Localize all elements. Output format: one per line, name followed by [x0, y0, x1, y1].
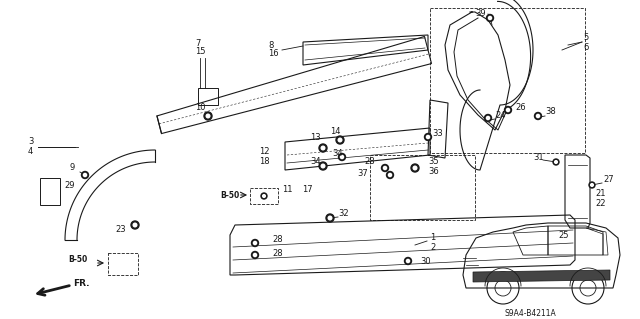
Circle shape: [262, 195, 266, 197]
Circle shape: [536, 115, 540, 118]
Circle shape: [555, 161, 557, 163]
Circle shape: [83, 174, 86, 177]
Bar: [370, 155, 475, 220]
Text: 4: 4: [28, 147, 33, 157]
Text: 23: 23: [115, 226, 125, 234]
Circle shape: [328, 216, 332, 220]
Text: 32: 32: [338, 209, 349, 218]
Text: 34: 34: [332, 149, 342, 158]
Bar: [250, 188, 278, 204]
Circle shape: [486, 14, 493, 21]
Text: 33: 33: [432, 129, 443, 137]
Text: 1: 1: [430, 233, 435, 241]
Circle shape: [81, 172, 88, 179]
Text: 5: 5: [583, 33, 588, 42]
Text: 22: 22: [595, 198, 605, 207]
Text: B-50: B-50: [68, 255, 87, 263]
Circle shape: [486, 116, 490, 120]
Circle shape: [321, 146, 325, 150]
Text: 30: 30: [420, 257, 431, 266]
Circle shape: [426, 136, 429, 138]
Circle shape: [488, 16, 492, 19]
Text: 11: 11: [282, 186, 292, 195]
Circle shape: [252, 240, 259, 247]
Text: 3: 3: [28, 137, 33, 146]
Circle shape: [206, 114, 210, 118]
Circle shape: [383, 167, 387, 170]
Circle shape: [253, 253, 257, 256]
Text: 14: 14: [330, 128, 340, 137]
Text: 17: 17: [302, 186, 312, 195]
Text: 10: 10: [195, 102, 205, 112]
Circle shape: [204, 112, 212, 120]
Circle shape: [404, 257, 412, 264]
Text: 35: 35: [428, 158, 438, 167]
Text: FR.: FR.: [73, 279, 90, 288]
Text: 29: 29: [65, 181, 75, 189]
Text: 2: 2: [430, 243, 435, 253]
Circle shape: [261, 193, 267, 199]
Circle shape: [253, 241, 257, 245]
Text: 31: 31: [533, 153, 544, 162]
Circle shape: [388, 174, 392, 177]
Circle shape: [326, 214, 334, 222]
Text: 7: 7: [195, 39, 200, 48]
Text: 12: 12: [259, 147, 270, 157]
Text: 26: 26: [515, 102, 525, 112]
Circle shape: [411, 164, 419, 172]
Text: 21: 21: [595, 189, 605, 197]
Polygon shape: [473, 270, 610, 282]
Circle shape: [387, 172, 394, 179]
Text: 39: 39: [475, 9, 486, 18]
Circle shape: [339, 153, 346, 160]
Text: S9A4-B4211A: S9A4-B4211A: [504, 308, 556, 317]
Circle shape: [504, 107, 511, 114]
Circle shape: [589, 182, 595, 188]
Circle shape: [336, 136, 344, 144]
Text: 34: 34: [310, 158, 321, 167]
Text: 9: 9: [70, 164, 75, 173]
Text: 28: 28: [364, 158, 375, 167]
Text: 16: 16: [268, 49, 278, 58]
Circle shape: [338, 138, 342, 142]
Text: B-50: B-50: [220, 190, 239, 199]
Text: 28: 28: [272, 249, 283, 258]
Circle shape: [424, 133, 431, 140]
Bar: [430, 8, 585, 153]
Circle shape: [484, 115, 492, 122]
Circle shape: [319, 144, 327, 152]
Text: 37: 37: [357, 169, 368, 179]
Bar: [108, 253, 138, 275]
Circle shape: [252, 251, 259, 258]
Text: 28: 28: [272, 235, 283, 244]
Text: 27: 27: [603, 175, 614, 184]
Text: 13: 13: [310, 133, 321, 143]
Circle shape: [506, 108, 509, 112]
Circle shape: [413, 166, 417, 170]
Circle shape: [406, 259, 410, 263]
Text: 15: 15: [195, 48, 205, 56]
Circle shape: [591, 184, 593, 186]
Text: 38: 38: [545, 108, 556, 116]
Circle shape: [381, 165, 388, 172]
Text: 36: 36: [428, 167, 439, 176]
Circle shape: [319, 162, 327, 170]
Text: 6: 6: [583, 43, 588, 53]
Circle shape: [534, 113, 541, 120]
Circle shape: [340, 155, 344, 159]
Text: 8: 8: [268, 41, 273, 49]
Circle shape: [321, 164, 325, 168]
Circle shape: [131, 221, 139, 229]
Text: 18: 18: [259, 158, 270, 167]
Text: 25: 25: [558, 231, 568, 240]
Circle shape: [553, 159, 559, 165]
Text: 24: 24: [495, 110, 506, 120]
Circle shape: [133, 223, 137, 227]
